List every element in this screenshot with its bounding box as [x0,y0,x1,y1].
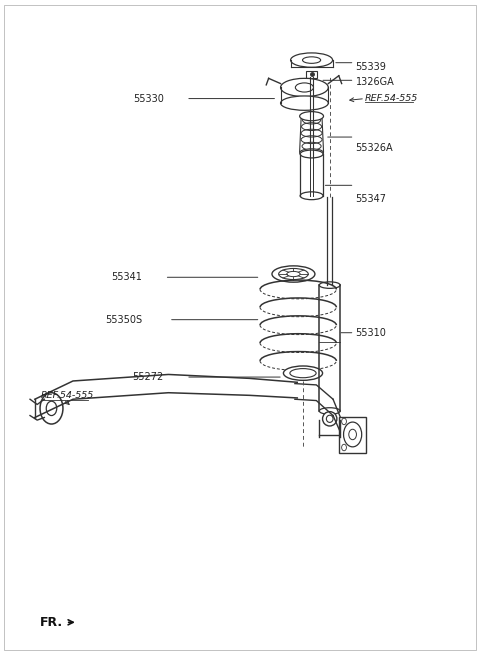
Ellipse shape [319,407,340,414]
Ellipse shape [300,111,324,121]
FancyBboxPatch shape [306,71,317,79]
Text: REF.54-555: REF.54-555 [365,94,418,103]
Ellipse shape [300,150,323,158]
Ellipse shape [281,79,328,97]
Ellipse shape [283,366,323,381]
Text: 55310: 55310 [356,328,386,338]
Ellipse shape [300,192,323,200]
Text: FR.: FR. [39,616,63,629]
Bar [339,417,365,453]
Ellipse shape [290,53,333,67]
Text: 55341: 55341 [111,272,142,282]
Text: 1326GA: 1326GA [356,77,394,87]
Text: 55347: 55347 [356,194,386,204]
Ellipse shape [40,393,63,424]
Text: 55330: 55330 [133,94,164,103]
Ellipse shape [319,282,340,288]
Ellipse shape [323,411,337,426]
Text: 55350S: 55350S [105,314,142,325]
Text: 55339: 55339 [356,62,386,71]
Text: REF.54-555: REF.54-555 [40,392,94,400]
Text: 55272: 55272 [132,372,164,382]
Ellipse shape [300,149,324,157]
Ellipse shape [272,266,315,282]
Ellipse shape [281,96,328,110]
Text: 55326A: 55326A [356,143,393,153]
